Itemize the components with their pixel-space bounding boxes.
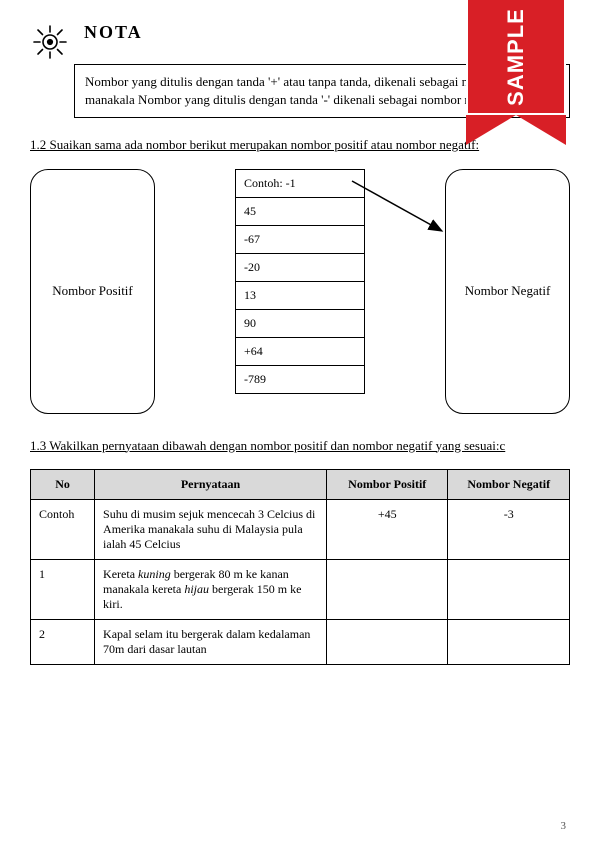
table-row: 2 Kapal selam itu bergerak dalam kedalam… xyxy=(31,619,570,664)
cell-stmt: Kereta kuning bergerak 80 m ke kanan man… xyxy=(95,559,327,619)
matching-area: Nombor Positif Contoh: -1 45 -67 -20 13 … xyxy=(30,169,570,419)
lightbulb-icon xyxy=(30,22,70,62)
list-item: Contoh: -1 xyxy=(235,169,365,198)
positive-label: Nombor Positif xyxy=(52,283,133,300)
th-neg: Nombor Negatif xyxy=(448,469,570,499)
cell-pos xyxy=(326,619,447,664)
cell-neg xyxy=(448,559,570,619)
cell-no: Contoh xyxy=(31,499,95,559)
negative-label: Nombor Negatif xyxy=(465,283,551,300)
list-item: 90 xyxy=(235,310,365,338)
sample-ribbon: SAMPLE xyxy=(466,0,566,150)
cell-neg: -3 xyxy=(448,499,570,559)
cell-stmt: Kapal selam itu bergerak dalam kedalaman… xyxy=(95,619,327,664)
th-pos: Nombor Positif xyxy=(326,469,447,499)
th-no: No xyxy=(31,469,95,499)
statement-table: No Pernyataan Nombor Positif Nombor Nega… xyxy=(30,469,570,665)
cell-stmt: Suhu di musim sejuk mencecah 3 Celcius d… xyxy=(95,499,327,559)
ribbon-label: SAMPLE xyxy=(503,8,529,106)
cell-pos xyxy=(326,559,447,619)
list-item: +64 xyxy=(235,338,365,366)
cell-pos: +45 xyxy=(326,499,447,559)
list-item: -67 xyxy=(235,226,365,254)
cell-no: 1 xyxy=(31,559,95,619)
list-item: -20 xyxy=(235,254,365,282)
th-stmt: Pernyataan xyxy=(95,469,327,499)
page-number: 3 xyxy=(561,820,567,832)
positive-box: Nombor Positif xyxy=(30,169,155,414)
cell-neg xyxy=(448,619,570,664)
section-1-3-title: 1.3 Wakilkan pernyataan dibawah dengan n… xyxy=(30,437,570,455)
cell-no: 2 xyxy=(31,619,95,664)
negative-box: Nombor Negatif xyxy=(445,169,570,414)
table-row: Contoh Suhu di musim sejuk mencecah 3 Ce… xyxy=(31,499,570,559)
list-item: 13 xyxy=(235,282,365,310)
list-item: -789 xyxy=(235,366,365,394)
number-list: Contoh: -1 45 -67 -20 13 90 +64 -789 xyxy=(235,169,365,419)
table-row: 1 Kereta kuning bergerak 80 m ke kanan m… xyxy=(31,559,570,619)
list-item: 45 xyxy=(235,198,365,226)
